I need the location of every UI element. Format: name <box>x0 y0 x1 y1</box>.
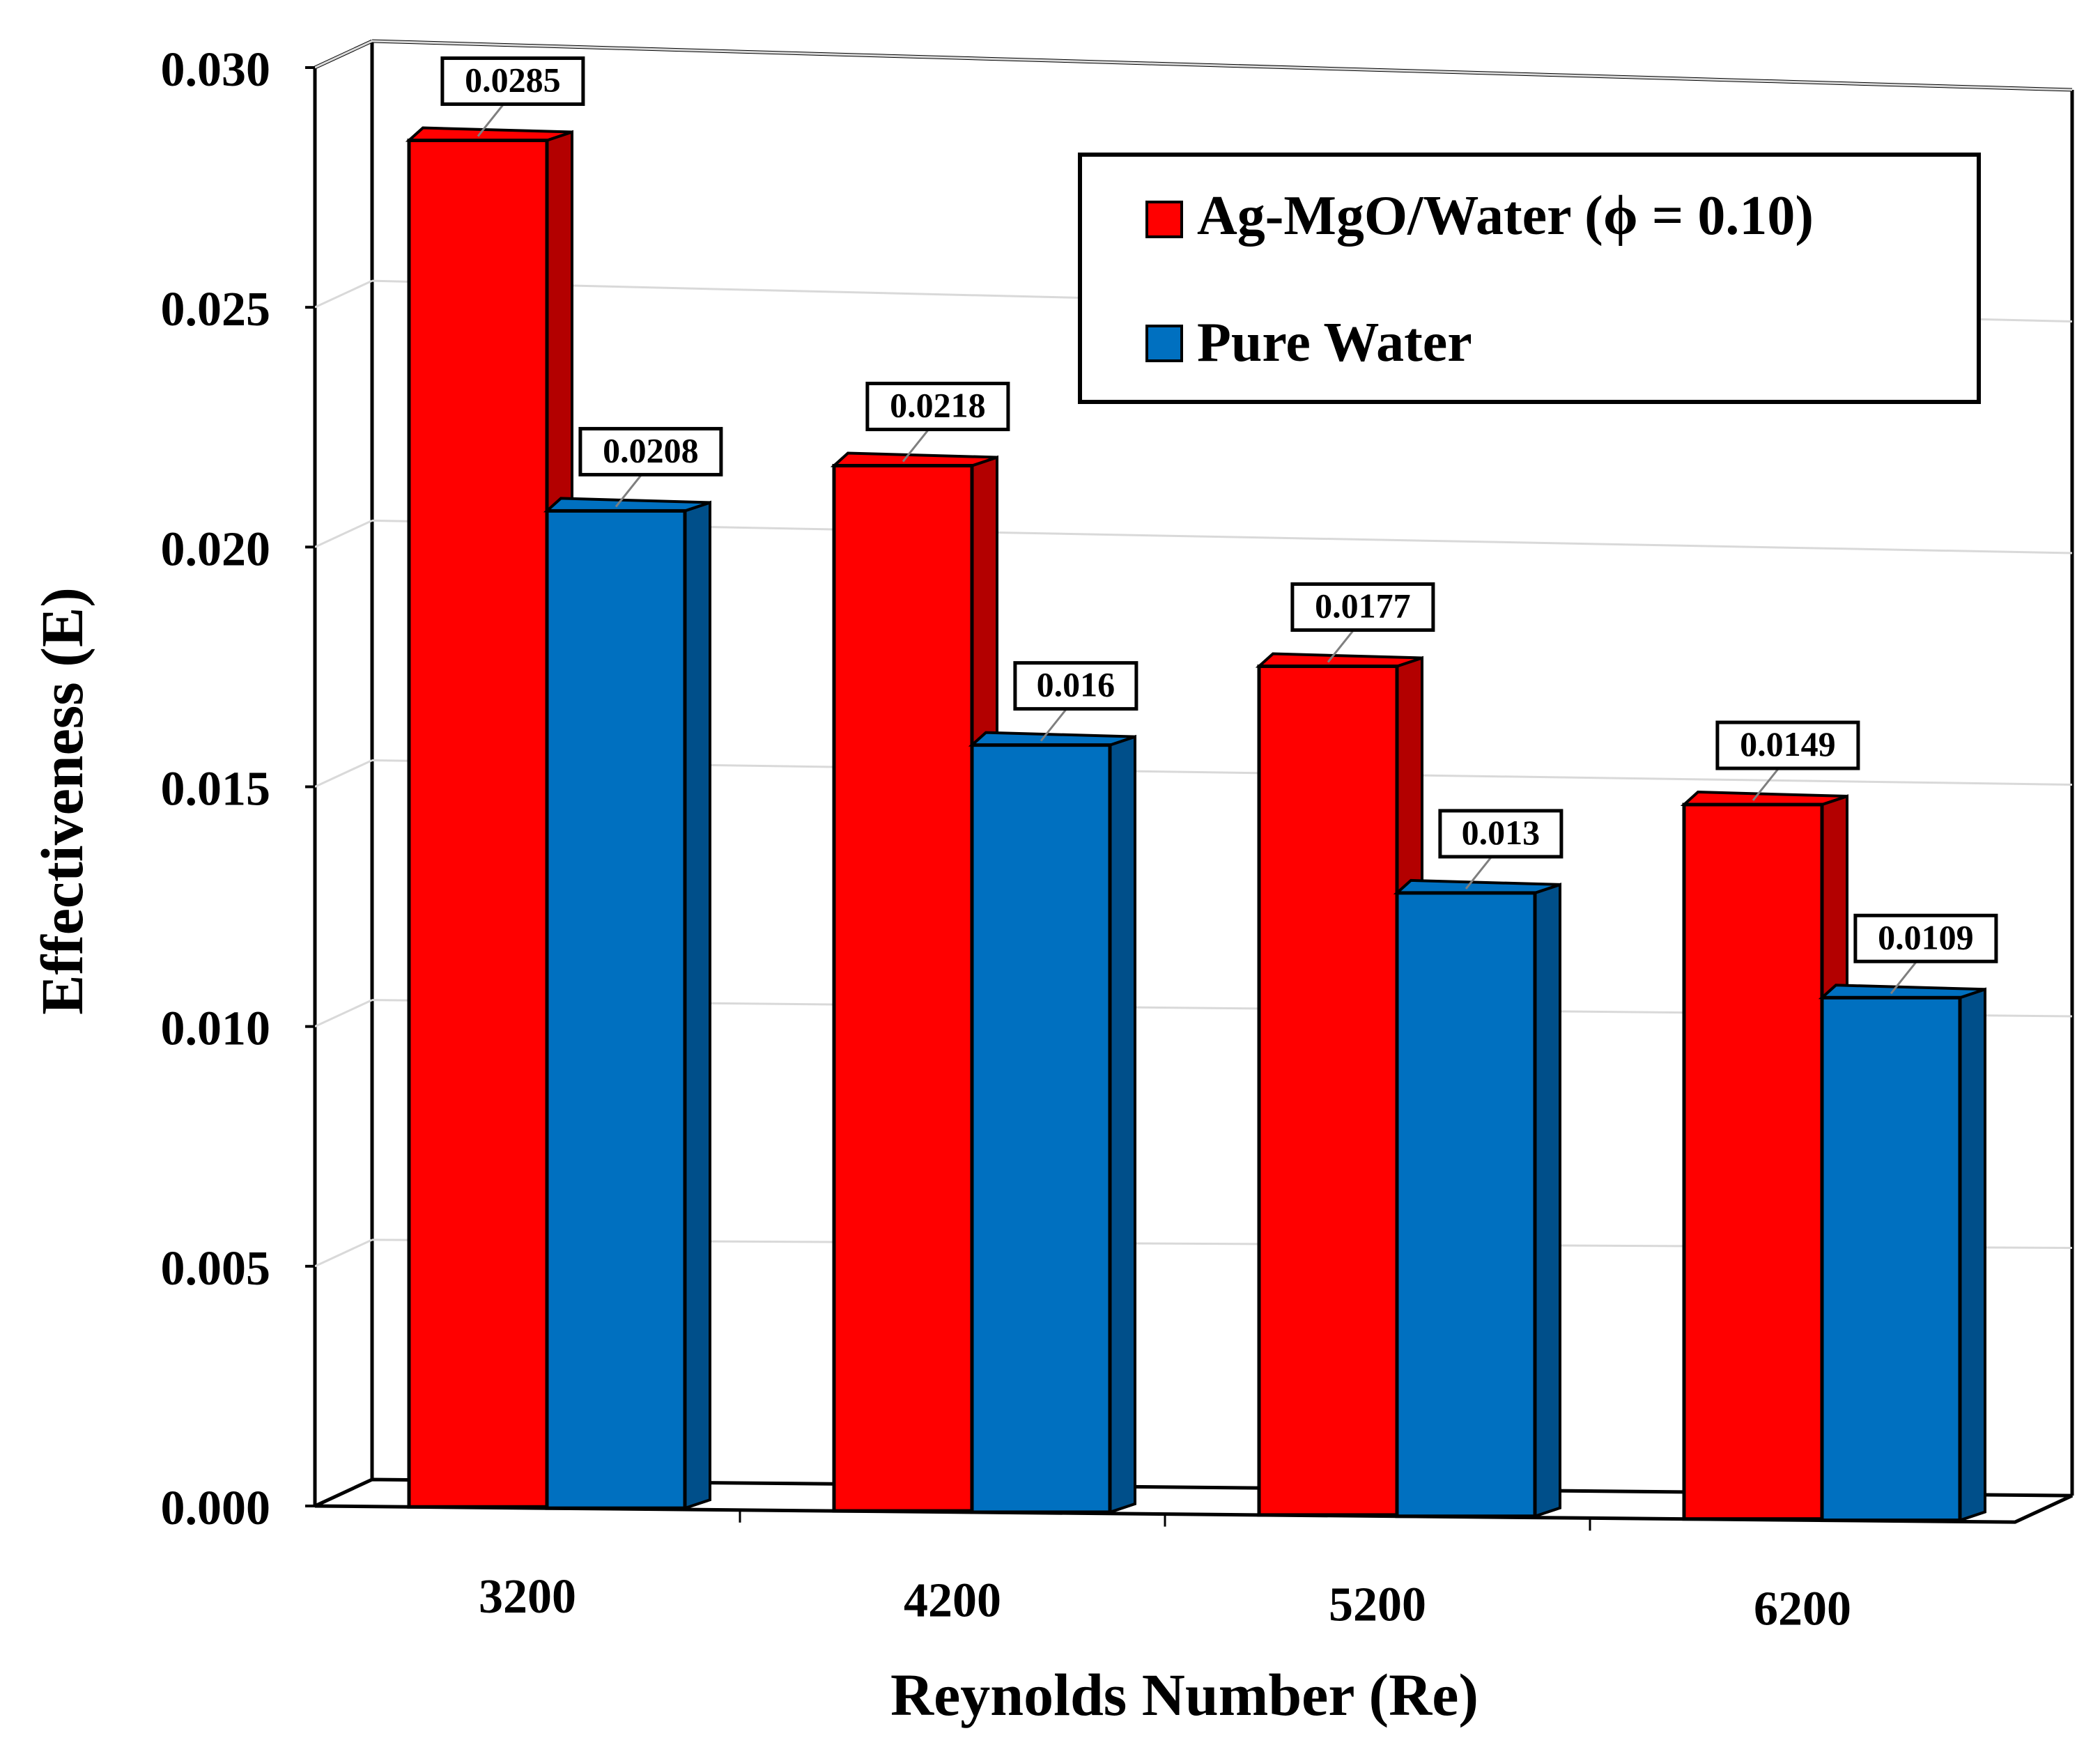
y-axis-ticks: 0.000 0.005 0.010 0.015 0.020 0.025 0.030 <box>161 43 315 1535</box>
data-label-box <box>1853 913 1998 963</box>
gridline-side <box>314 1239 373 1268</box>
data-label-box <box>1013 661 1138 711</box>
gridline-side <box>314 40 373 69</box>
data-label-leader <box>615 471 645 508</box>
data-label: 0.0109 <box>1878 917 1974 956</box>
data-label: 0.016 <box>1037 665 1115 704</box>
data-label: 0.0218 <box>890 386 986 425</box>
gridline-back <box>371 40 2073 91</box>
bar-3200-series-1 <box>545 508 687 1510</box>
gridline-side <box>314 519 373 548</box>
data-label-box <box>865 382 1010 432</box>
x-tick-label: 5200 <box>1329 1578 1426 1631</box>
bar-side <box>684 500 711 1510</box>
data-label-leader <box>1040 705 1070 742</box>
bar-6200-series-0 <box>1682 802 1824 1521</box>
bar-5200-series-0 <box>1257 665 1399 1517</box>
bar-side <box>1959 987 1986 1523</box>
gridline-side <box>314 279 373 309</box>
x-tick-label: 3200 <box>479 1570 576 1624</box>
data-label: 0.0208 <box>603 430 699 469</box>
x-axis-title: Reynolds Number (Re) <box>890 1661 1479 1728</box>
data-label: 0.0149 <box>1740 724 1836 763</box>
bar-3200-series-0 <box>407 139 549 1509</box>
data-label-box <box>578 426 723 476</box>
bar-6200-series-1 <box>1820 995 1962 1523</box>
data-label: 0.0177 <box>1315 587 1411 626</box>
bar-5200-series-1 <box>1395 891 1537 1519</box>
data-label: 0.0285 <box>465 61 561 100</box>
data-label-leader <box>1465 853 1495 890</box>
bar-side <box>1534 883 1561 1519</box>
plot-area-background <box>315 41 2072 1506</box>
data-label-leader <box>1327 626 1357 663</box>
x-tick-label: 6200 <box>1754 1582 1851 1636</box>
x-tick-label: 4200 <box>904 1574 1001 1628</box>
y-tick-label: 0.015 <box>161 763 271 816</box>
data-label: 0.013 <box>1462 813 1541 852</box>
legend-label-pure-water: Pure Water <box>1197 312 1472 373</box>
y-tick-label: 0.030 <box>161 43 271 97</box>
data-label-leader <box>1752 765 1782 801</box>
y-tick-label: 0.020 <box>161 522 271 576</box>
data-label-box <box>1438 809 1564 859</box>
data-label-leader <box>1890 958 1920 995</box>
gridline-side <box>314 999 373 1028</box>
y-axis-title: Effectiveness (E) <box>29 587 95 1015</box>
data-label-box <box>440 56 585 107</box>
data-labels: 0.0285 0.0208 0.0218 0.016 0.0177 0.013 0.0149… <box>440 56 1998 995</box>
bars <box>405 126 1986 1523</box>
legend-box <box>1078 153 1981 404</box>
data-label-box <box>1715 720 1860 770</box>
x-axis-ticks: 3200 4200 5200 6200 <box>479 1509 1851 1636</box>
data-label-leader <box>902 426 932 463</box>
data-label-box <box>1290 582 1435 632</box>
y-tick-label: 0.000 <box>161 1482 271 1535</box>
y-tick-label: 0.010 <box>161 1002 271 1056</box>
data-label-leader <box>477 100 507 137</box>
bar-side <box>1109 734 1136 1514</box>
legend-label-ag-mgo: Ag-MgO/Water (ϕ = 0.10) <box>1197 185 1814 247</box>
bar-4200-series-1 <box>970 743 1112 1514</box>
y-tick-label: 0.025 <box>161 283 271 336</box>
legend-swatch-ag-mgo <box>1145 201 1183 238</box>
gridline-side <box>314 759 373 788</box>
bar-4200-series-0 <box>832 464 974 1513</box>
legend-swatch-pure-water <box>1145 325 1183 362</box>
legend: Ag-MgO/Water (ϕ = 0.10) Pure Water <box>1078 153 1981 404</box>
y-tick-label: 0.005 <box>161 1242 271 1296</box>
